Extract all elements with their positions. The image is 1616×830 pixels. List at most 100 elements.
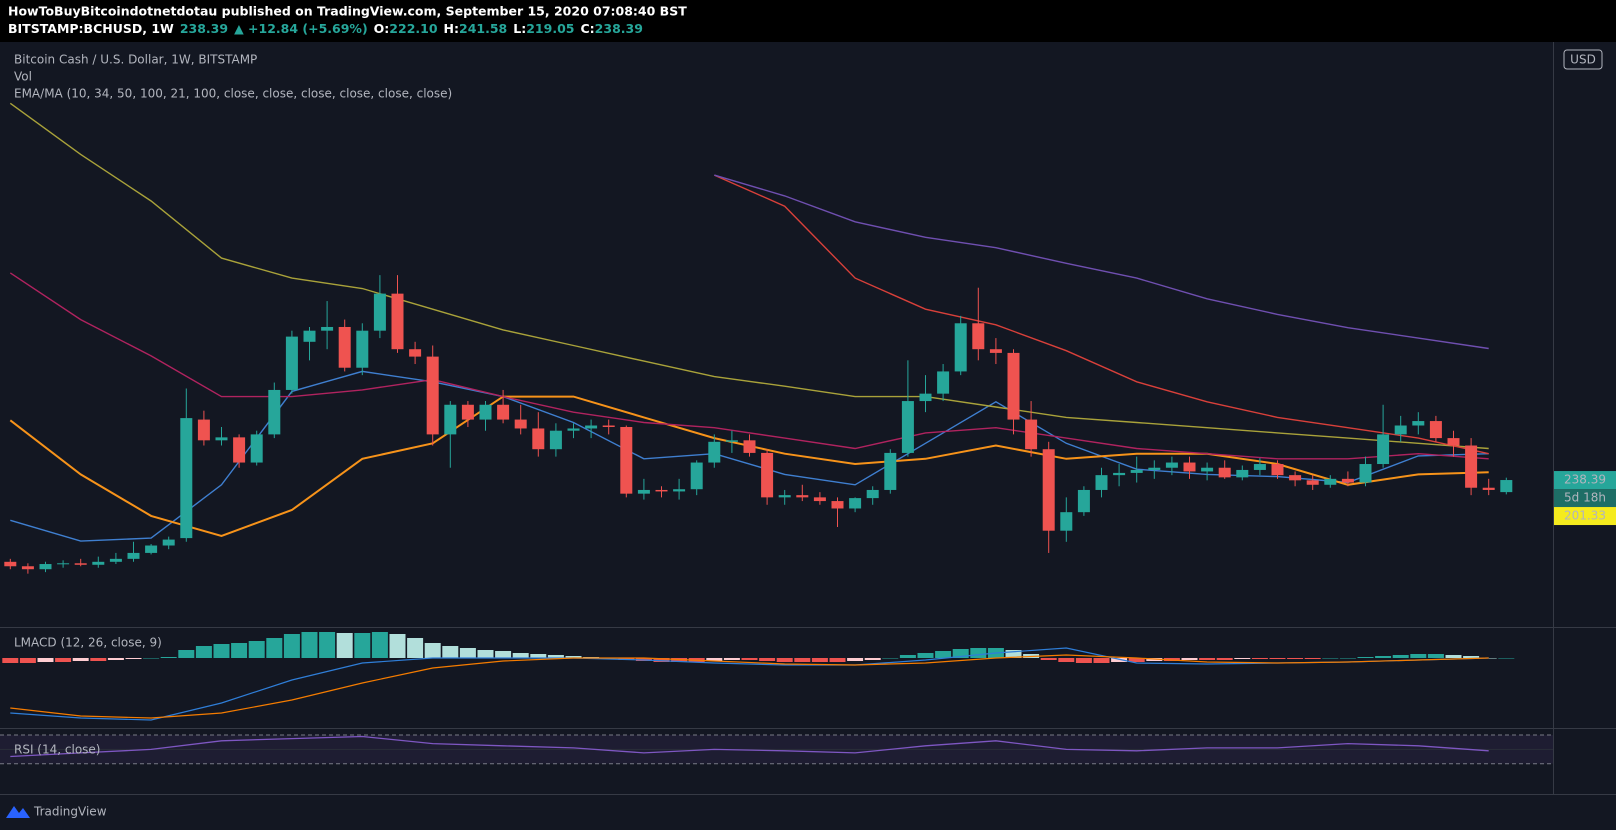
macd-histogram-bar [125, 658, 142, 659]
candle-body [162, 539, 175, 546]
candle-body [813, 497, 826, 502]
candle-body [338, 326, 351, 368]
candle-body [426, 356, 439, 435]
macd-histogram-bar [442, 646, 459, 658]
macd-histogram-bar [1181, 658, 1198, 660]
macd-histogram-bar [829, 658, 846, 662]
macd-histogram-bar [512, 653, 529, 658]
macd-histogram-bar [248, 641, 265, 658]
macd-legend: LMACD (12, 26, close, 9) [14, 636, 162, 650]
macd-histogram-bar [37, 658, 54, 662]
macd-histogram-bar [1075, 658, 1092, 663]
macd-histogram-bar [90, 658, 107, 661]
candle-body [549, 430, 562, 450]
candle-body [1130, 469, 1143, 473]
hline-box [1554, 507, 1616, 526]
candle-body [1341, 478, 1354, 483]
candles [4, 275, 1513, 574]
macd-histogram-bar [917, 653, 934, 658]
macd-histogram-bar [178, 650, 195, 658]
macd-histogram-bar [1234, 658, 1251, 659]
candle-body [1289, 475, 1302, 481]
currency[interactable]: USD [1570, 53, 1596, 67]
rsi-line [10, 735, 1489, 758]
countdown-box [1554, 489, 1616, 508]
candle-body [479, 404, 492, 420]
symbol: BITSTAMP:BCHUSD, 1W [8, 21, 174, 36]
candle-body [655, 489, 668, 492]
ohlc-key: H: [444, 21, 459, 36]
macd-histogram-bar [1269, 658, 1286, 659]
macd-histogram-bar [864, 658, 881, 660]
candle-body [409, 349, 422, 357]
candle-body [1165, 462, 1178, 468]
candle-body [145, 545, 158, 553]
candle-body [514, 419, 527, 429]
macd-histogram-bar [107, 658, 124, 660]
macd-histogram-bar [847, 658, 864, 661]
macd-histogram-bar [1093, 658, 1110, 663]
candle-body [1025, 419, 1038, 450]
macd-histogram-bar [407, 638, 424, 658]
currency-box[interactable] [1563, 49, 1603, 70]
macd-histogram-bar [706, 658, 723, 661]
candle-body [303, 330, 316, 342]
macd-histogram-bar [1199, 658, 1216, 660]
candle-body [1412, 421, 1425, 426]
macd-histogram-bar [371, 632, 388, 658]
candle-body [743, 440, 756, 453]
macd-histogram-bar [547, 655, 564, 658]
price-change: ▲ +12.84 (+5.69%) [234, 21, 368, 36]
candle-body [1377, 434, 1390, 465]
candle-body [391, 293, 404, 350]
candle-body [127, 552, 140, 559]
brand: TradingView [33, 805, 107, 819]
candle-body [1306, 480, 1319, 485]
candle-body [57, 563, 70, 565]
signal-line [10, 654, 1489, 719]
candle-body [1236, 469, 1249, 478]
candle-body [1113, 472, 1126, 476]
ohlc-key: O: [374, 21, 390, 36]
macd-histogram-bar [1058, 658, 1075, 662]
price-axis [1553, 42, 1616, 794]
header-symbol-line: BITSTAMP:BCHUSD, 1W 238.39 ▲ +12.84 (+5.69… [8, 21, 643, 36]
candle-body [1394, 425, 1407, 435]
macd-histogram-bar [266, 638, 283, 658]
candle-body [39, 564, 52, 570]
macd-histogram-bar [495, 651, 512, 658]
brand-logo [6, 806, 30, 818]
macd-histogram-bar [1040, 658, 1057, 660]
candle-body [1465, 445, 1478, 488]
candle-body [1201, 467, 1214, 472]
rsi-legend: RSI (14, close) [14, 743, 100, 757]
ma-line [714, 174, 1489, 350]
macd-histogram-bar [1304, 658, 1321, 659]
candle-body [1482, 487, 1495, 490]
candle-body [373, 293, 386, 331]
ma-line [9, 102, 1489, 450]
macd-histogram-bar [319, 632, 336, 658]
candle-body [1095, 475, 1108, 490]
ohlc-key: C: [580, 21, 594, 36]
macd-histogram-bar [530, 654, 547, 658]
macd-histogram-bar [1392, 655, 1409, 658]
macd-histogram-bar [19, 658, 36, 663]
ohlc-value: 222.10 [389, 21, 438, 36]
last-price: 238.39 [180, 21, 228, 36]
ohlc-value: 219.05 [526, 21, 574, 36]
macd-histogram-bar [354, 633, 371, 658]
macd-histogram-bar [72, 658, 89, 661]
candle-body [567, 428, 580, 431]
macd-histogram-bar [1498, 658, 1515, 659]
macd-histogram-bar [776, 658, 793, 662]
macd-histogram-bar [1357, 657, 1374, 658]
candle-body [637, 489, 650, 494]
candle-body [4, 561, 17, 567]
macd-histogram-bar [565, 656, 582, 658]
candle-body [250, 434, 263, 463]
candle-body [725, 440, 738, 442]
macd-histogram-bar [882, 658, 899, 659]
indicators [0, 632, 1553, 765]
